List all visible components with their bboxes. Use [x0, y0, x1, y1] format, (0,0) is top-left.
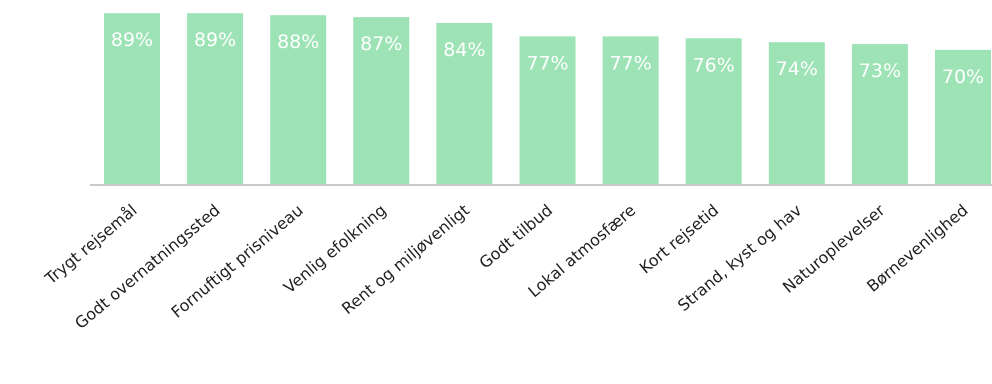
data-label-10: 73%: [859, 60, 901, 82]
bar-9: [768, 42, 825, 186]
bar-5: [436, 22, 493, 186]
x-tick-label-8: Kort rejsetid: [636, 201, 723, 278]
bar-2: [187, 13, 244, 186]
bar-3: [270, 15, 327, 186]
bars-group: [104, 13, 991, 186]
data-labels-group: 89% 89% 88% 87% 84% 77% 77% 76% 74% 73% 70%: [111, 29, 984, 88]
data-label-1: 89%: [111, 29, 153, 51]
x-tick-label-2: Godt overnatningssted: [71, 201, 224, 333]
data-label-9: 74%: [776, 58, 818, 80]
data-label-3: 88%: [277, 31, 319, 53]
data-label-6: 77%: [526, 52, 568, 74]
bar-11: [935, 49, 991, 186]
data-label-7: 77%: [609, 52, 651, 74]
x-tick-label-6: Godt tilbud: [475, 201, 556, 273]
bar-6: [519, 36, 576, 186]
bar-10: [851, 44, 908, 185]
data-label-2: 89%: [194, 29, 236, 51]
bar-7: [602, 36, 659, 186]
bar-4: [353, 17, 410, 185]
data-label-8: 76%: [693, 54, 735, 76]
data-label-4: 87%: [360, 33, 402, 55]
bar-8: [685, 38, 742, 185]
data-label-5: 84%: [443, 39, 485, 61]
data-label-11: 70%: [942, 66, 984, 88]
bar-1: [104, 13, 160, 186]
